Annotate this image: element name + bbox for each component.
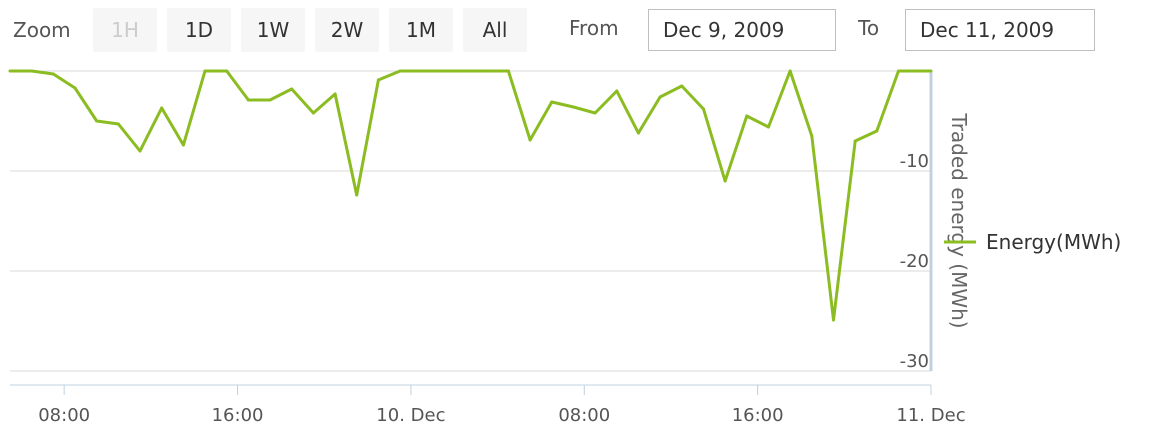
data-point (745, 114, 749, 118)
data-point (420, 69, 424, 73)
data-point (398, 69, 402, 73)
x-tick-label: 11. Dec (896, 405, 965, 426)
data-points (8, 69, 933, 322)
to-label: To (858, 16, 880, 40)
x-tick-label: 16:00 (732, 405, 784, 426)
data-point (73, 86, 77, 90)
data-point (658, 95, 662, 99)
data-point (225, 69, 229, 73)
legend[interactable]: Energy(MWh) (944, 230, 1121, 254)
zoom-1m-button[interactable]: 1M (389, 8, 453, 52)
data-point (896, 69, 900, 73)
y-tick-label: -20 (900, 251, 929, 272)
data-point (181, 143, 185, 147)
data-point (636, 131, 640, 135)
data-point (30, 69, 34, 73)
zoom-1w-button[interactable]: 1W (241, 8, 305, 52)
data-point (441, 69, 445, 73)
data-point (463, 69, 467, 73)
data-point (788, 69, 792, 73)
zoom-1d-button[interactable]: 1D (167, 8, 231, 52)
x-axis-ticks: 08:00 16:00 10. Dec 08:00 16:00 11. Dec (38, 385, 966, 426)
data-point (615, 89, 619, 93)
from-date-input[interactable] (648, 9, 836, 51)
data-point (831, 318, 835, 322)
data-point (138, 149, 142, 153)
data-point (333, 92, 337, 96)
x-tick-label: 16:00 (212, 405, 264, 426)
data-point (376, 78, 380, 82)
y-tick-label: -10 (900, 151, 929, 172)
data-point (51, 72, 55, 76)
data-point (8, 69, 12, 73)
y-axis-ticks: -10 -20 -30 (900, 151, 929, 372)
data-point (875, 129, 879, 133)
data-point (506, 69, 510, 73)
data-point (116, 122, 120, 126)
data-point (311, 111, 315, 115)
data-point (918, 69, 922, 73)
data-point (701, 107, 705, 111)
gridlines (10, 70, 931, 372)
data-point (203, 69, 207, 73)
zoom-all-button[interactable]: All (463, 8, 527, 52)
zoom-label: Zoom (13, 18, 71, 42)
data-point (485, 69, 489, 73)
data-point (550, 100, 554, 104)
data-point (355, 193, 359, 197)
data-point (766, 125, 770, 129)
data-point (810, 134, 814, 138)
y-tick-label: -30 (900, 351, 929, 372)
data-point (246, 98, 250, 102)
data-point (528, 138, 532, 142)
range-selector-toolbar: Zoom 1H 1D 1W 2W 1M All From To (0, 0, 1157, 60)
data-point (593, 111, 597, 115)
y-axis-title: Traded energy (MWh) (947, 112, 971, 328)
to-date-input[interactable] (905, 9, 1095, 51)
data-point (680, 84, 684, 88)
data-point (160, 106, 164, 110)
legend-label-energy: Energy(MWh) (986, 230, 1121, 254)
zoom-1h-button[interactable]: 1H (93, 8, 157, 52)
data-point (290, 87, 294, 91)
from-label: From (569, 16, 619, 40)
x-tick-label: 10. Dec (376, 405, 445, 426)
x-tick-label: 08:00 (38, 405, 90, 426)
data-point (95, 119, 99, 123)
data-point (571, 105, 575, 109)
data-point (929, 69, 933, 73)
zoom-2w-button[interactable]: 2W (315, 8, 379, 52)
data-point (853, 139, 857, 143)
x-tick-label: 08:00 (558, 405, 610, 426)
series-line-energy[interactable] (10, 69, 931, 322)
data-point (268, 98, 272, 102)
data-point (723, 179, 727, 183)
